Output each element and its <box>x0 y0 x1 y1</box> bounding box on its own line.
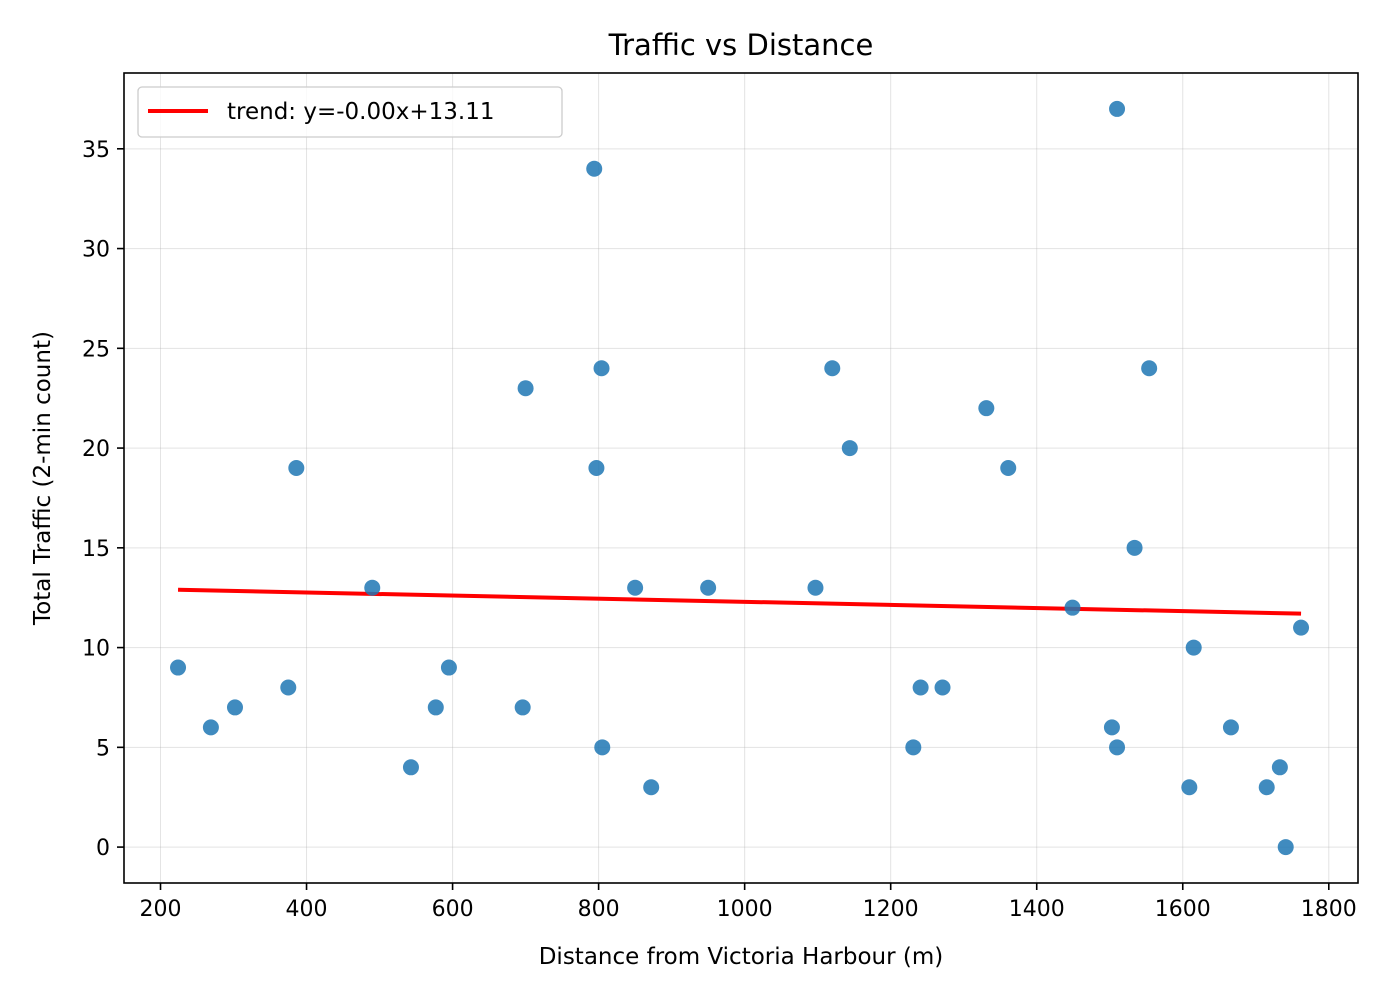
data-point <box>1185 639 1202 656</box>
data-point <box>627 579 644 596</box>
y-tick-label: 15 <box>82 537 110 562</box>
data-point <box>364 579 381 596</box>
y-tick-label: 25 <box>82 337 110 362</box>
data-point <box>824 360 841 377</box>
data-point <box>1181 779 1198 796</box>
data-point <box>514 699 531 716</box>
data-point <box>593 360 610 377</box>
y-tick-label: 20 <box>82 437 110 462</box>
y-tick-label: 0 <box>96 836 110 861</box>
data-point <box>1109 100 1126 117</box>
data-point <box>517 380 534 397</box>
x-tick-label: 800 <box>578 897 620 922</box>
data-point <box>978 400 995 417</box>
x-tick-label: 1200 <box>863 897 919 922</box>
trend-line <box>177 587 1302 616</box>
data-point <box>1064 599 1081 616</box>
chart-title: Traffic vs Distance <box>608 28 874 62</box>
x-axis-ticks: 200 400 600 800 1000 1200 1400 1600 1800 <box>140 883 1357 922</box>
data-point <box>934 679 951 696</box>
data-point <box>402 759 419 776</box>
y-axis-ticks: 0 5 10 15 20 25 30 35 <box>82 138 124 861</box>
data-point <box>1293 619 1310 636</box>
data-point <box>588 460 605 477</box>
data-point <box>226 699 243 716</box>
data-point <box>288 460 305 477</box>
data-point <box>202 719 219 736</box>
data-point <box>807 579 824 596</box>
data-point <box>1258 779 1275 796</box>
data-point <box>440 659 457 676</box>
data-point <box>643 779 660 796</box>
data-points <box>170 100 1310 856</box>
grid-lines <box>124 73 1358 883</box>
data-point <box>1109 739 1126 756</box>
plot-frame <box>123 72 1359 884</box>
x-tick-label: 1000 <box>717 897 773 922</box>
y-tick-label: 30 <box>82 238 110 263</box>
x-tick-label: 1400 <box>1009 897 1065 922</box>
data-point <box>1271 759 1288 776</box>
legend: trend: y=-0.00x+13.11 <box>137 86 563 138</box>
data-point <box>280 679 297 696</box>
x-tick-label: 600 <box>432 897 474 922</box>
y-tick-label: 10 <box>82 637 110 662</box>
x-tick-label: 1600 <box>1155 897 1211 922</box>
data-point <box>1222 719 1239 736</box>
y-tick-label: 35 <box>82 138 110 163</box>
y-axis-label: Total Traffic (2-min count) <box>30 331 56 626</box>
data-point <box>586 160 603 177</box>
data-point <box>841 440 858 457</box>
data-point <box>905 739 922 756</box>
data-point <box>1277 839 1294 856</box>
data-point <box>1103 719 1120 736</box>
y-tick-label: 5 <box>96 736 110 761</box>
legend-box <box>137 86 563 138</box>
x-tick-label: 1800 <box>1301 897 1357 922</box>
trend-layer <box>177 587 1302 616</box>
data-point <box>594 739 611 756</box>
x-tick-label: 400 <box>286 897 328 922</box>
data-point <box>170 659 187 676</box>
legend-trend-label: trend: y=-0.00x+13.11 <box>227 99 494 125</box>
data-point <box>1000 460 1017 477</box>
data-point <box>1126 539 1143 556</box>
data-point <box>1141 360 1158 377</box>
x-tick-label: 200 <box>140 897 182 922</box>
x-axis-label: Distance from Victoria Harbour (m) <box>539 944 944 970</box>
data-point <box>427 699 444 716</box>
data-point <box>700 579 717 596</box>
data-point <box>912 679 929 696</box>
